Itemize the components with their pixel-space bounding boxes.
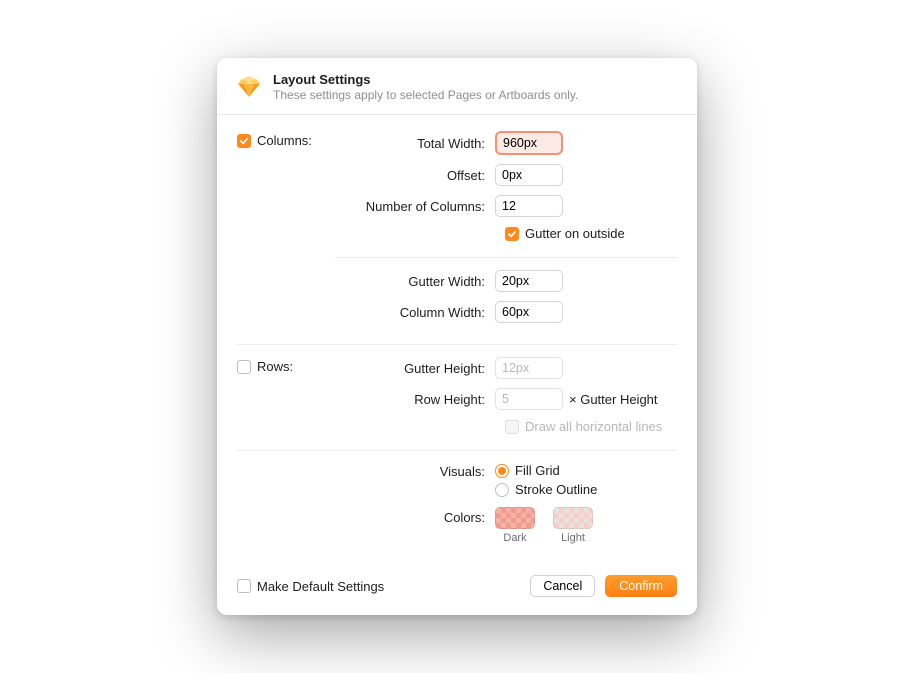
rows-checkbox[interactable] xyxy=(237,360,251,374)
layout-settings-panel: Layout Settings These settings apply to … xyxy=(217,58,697,615)
gutter-outside-checkbox[interactable] xyxy=(505,227,519,241)
header-text: Layout Settings These settings apply to … xyxy=(273,72,578,102)
visuals-section: Visuals: Fill Grid Stroke Outline Colors xyxy=(237,463,677,553)
columns-label: Columns: xyxy=(257,133,312,148)
columns-toggle-row: Columns: xyxy=(237,131,335,148)
colors-label: Colors: xyxy=(335,507,495,525)
column-width-label: Column Width: xyxy=(335,305,495,320)
gutter-outside-row: Gutter on outside xyxy=(505,226,677,241)
color-swatch-light[interactable] xyxy=(553,507,593,529)
columns-widths-section: Gutter Width: Column Width: xyxy=(237,270,677,332)
sketch-icon xyxy=(235,72,263,100)
visuals-fill-radio[interactable] xyxy=(495,464,509,478)
columns-checkbox[interactable] xyxy=(237,134,251,148)
make-default-checkbox[interactable] xyxy=(237,579,251,593)
panel-footer: Make Default Settings Cancel Confirm xyxy=(217,561,697,615)
rows-section: Rows: Gutter Height: Row Height: × Gutte… xyxy=(237,357,677,438)
draw-all-lines-label: Draw all horizontal lines xyxy=(525,419,662,434)
panel-body: Columns: Total Width: Offset: Number of … xyxy=(217,115,697,561)
gutter-height-label: Gutter Height: xyxy=(335,361,495,376)
draw-all-lines-row: Draw all horizontal lines xyxy=(505,419,677,434)
make-default-row: Make Default Settings xyxy=(237,579,384,594)
rows-label: Rows: xyxy=(257,359,293,374)
gutter-outside-label: Gutter on outside xyxy=(525,226,625,241)
offset-input[interactable] xyxy=(495,164,563,186)
column-width-input[interactable] xyxy=(495,301,563,323)
row-height-input xyxy=(495,388,563,410)
visuals-stroke-radio[interactable] xyxy=(495,483,509,497)
offset-label: Offset: xyxy=(335,168,495,183)
row-height-label: Row Height: xyxy=(335,392,495,407)
gutter-width-label: Gutter Width: xyxy=(335,274,495,289)
panel-title: Layout Settings xyxy=(273,72,578,87)
confirm-button[interactable]: Confirm xyxy=(605,575,677,597)
visuals-label: Visuals: xyxy=(335,463,495,479)
swatch-light-label: Light xyxy=(561,532,585,544)
total-width-label: Total Width: xyxy=(335,136,495,151)
gutter-width-input[interactable] xyxy=(495,270,563,292)
panel-header: Layout Settings These settings apply to … xyxy=(217,58,697,115)
visuals-stroke-label: Stroke Outline xyxy=(515,482,597,497)
make-default-label: Make Default Settings xyxy=(257,579,384,594)
swatch-dark-label: Dark xyxy=(503,532,526,544)
num-columns-label: Number of Columns: xyxy=(335,199,495,214)
visuals-fill-label: Fill Grid xyxy=(515,463,560,478)
draw-all-lines-checkbox xyxy=(505,420,519,434)
gutter-height-input xyxy=(495,357,563,379)
row-height-suffix: × Gutter Height xyxy=(569,392,658,407)
divider xyxy=(237,344,677,345)
cancel-button[interactable]: Cancel xyxy=(530,575,595,597)
total-width-input[interactable] xyxy=(495,131,563,155)
divider xyxy=(335,257,677,258)
columns-section: Columns: Total Width: Offset: Number of … xyxy=(237,131,677,245)
rows-toggle-row: Rows: xyxy=(237,357,335,374)
panel-subtitle: These settings apply to selected Pages o… xyxy=(273,88,578,102)
num-columns-input[interactable] xyxy=(495,195,563,217)
divider xyxy=(237,450,677,451)
color-swatch-dark[interactable] xyxy=(495,507,535,529)
color-swatches: Dark Light xyxy=(495,507,593,544)
